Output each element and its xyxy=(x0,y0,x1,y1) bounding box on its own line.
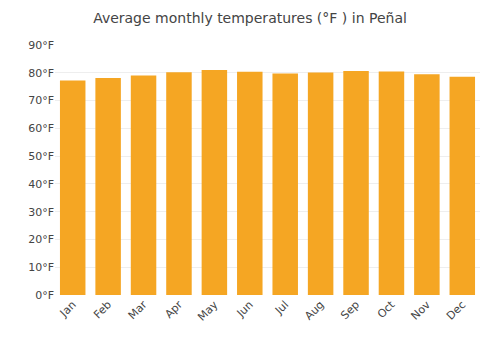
svg-text:20°F: 20°F xyxy=(28,233,54,246)
svg-text:Mar: Mar xyxy=(126,298,150,322)
svg-text:May: May xyxy=(195,298,221,324)
svg-text:Oct: Oct xyxy=(375,298,398,321)
svg-text:60°F: 60°F xyxy=(28,122,54,135)
svg-text:10°F: 10°F xyxy=(28,261,54,274)
svg-text:Jul: Jul xyxy=(272,298,291,317)
svg-text:80°F: 80°F xyxy=(28,67,54,80)
svg-text:Sep: Sep xyxy=(338,298,362,322)
svg-text:Jan: Jan xyxy=(57,298,79,320)
svg-text:Aug: Aug xyxy=(302,298,326,322)
svg-text:0°F: 0°F xyxy=(35,289,54,302)
svg-text:Apr: Apr xyxy=(162,298,185,321)
svg-text:Dec: Dec xyxy=(444,298,468,322)
svg-text:Nov: Nov xyxy=(409,298,434,323)
svg-text:90°F: 90°F xyxy=(28,39,54,52)
svg-text:70°F: 70°F xyxy=(28,94,54,107)
svg-text:Jun: Jun xyxy=(234,298,256,320)
svg-text:Feb: Feb xyxy=(91,298,114,321)
svg-text:Average monthly temperatures (: Average monthly temperatures (°F ) in Pe… xyxy=(93,10,407,26)
svg-text:30°F: 30°F xyxy=(28,206,54,219)
svg-text:50°F: 50°F xyxy=(28,150,54,163)
svg-text:40°F: 40°F xyxy=(28,178,54,191)
